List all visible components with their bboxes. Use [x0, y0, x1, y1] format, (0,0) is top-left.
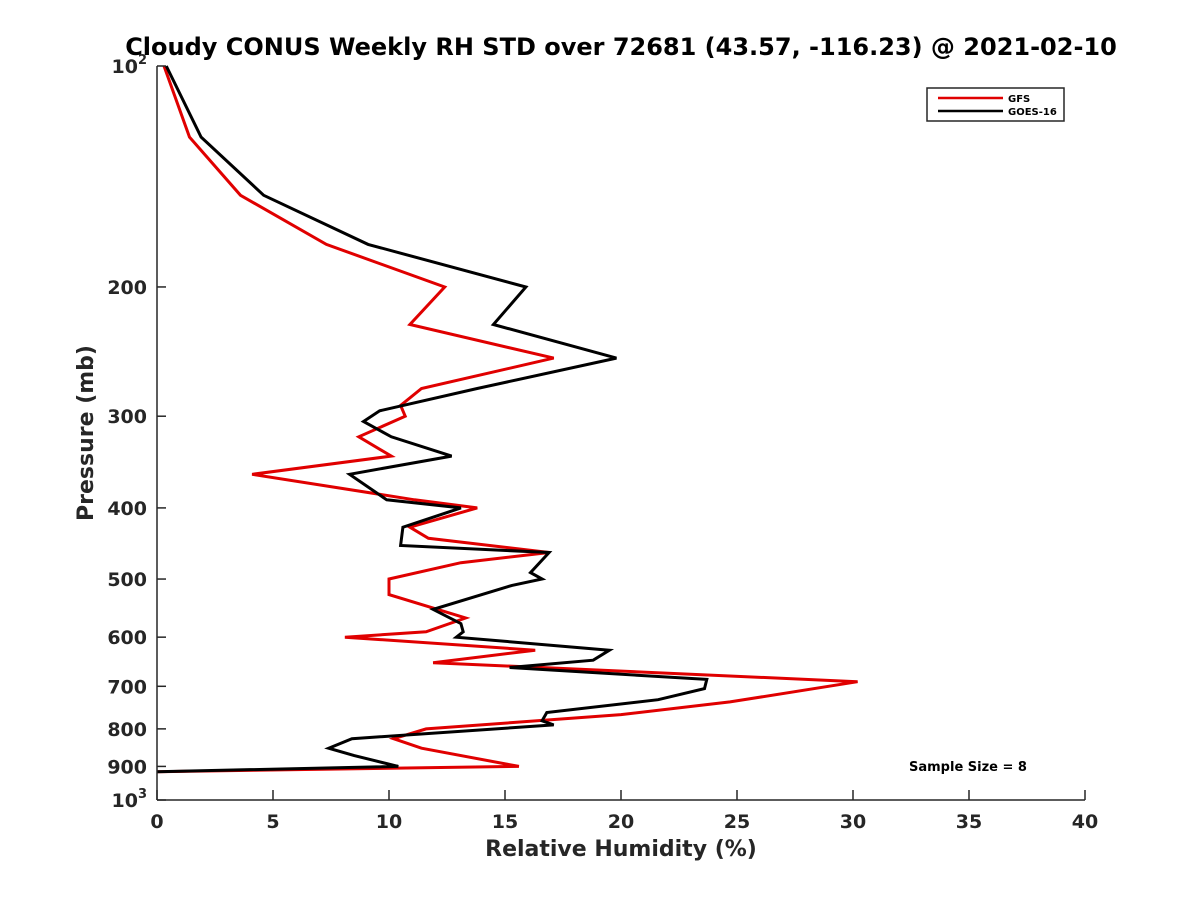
y-tick-label: 300 [107, 406, 147, 428]
axes-layer: 0 5 10 15 20 25 30 35 40 102 200 300 400 500 600 700 800… [107, 53, 1098, 833]
x-tick-label: 30 [840, 811, 866, 833]
series-line-goes-16 [156, 65, 709, 774]
chart-title: Cloudy CONUS Weekly RH STD over 72681 (4… [125, 33, 1117, 61]
series-line-gfs [156, 65, 858, 774]
y-tick-label: 400 [107, 498, 147, 520]
sample-size-annotation: Sample Size = 8 [909, 760, 1027, 775]
x-tick-label: 15 [492, 811, 518, 833]
x-tick-label: 20 [608, 811, 634, 833]
legend-label: GOES-16 [1008, 107, 1057, 118]
x-tick-label: 10 [376, 811, 402, 833]
x-tick-label: 25 [724, 811, 750, 833]
x-tick-label: 40 [1072, 811, 1098, 833]
x-tick-label: 0 [150, 811, 163, 833]
y-tick-label: 600 [107, 627, 147, 649]
y-tick-label: 700 [107, 676, 147, 698]
y-tick-label: 103 [112, 787, 148, 812]
legend: GFS GOES-16 [926, 87, 1065, 122]
y-tick-label: 900 [107, 756, 147, 778]
y-tick-label: 500 [107, 569, 147, 591]
legend-label: GFS [1008, 94, 1030, 105]
y-tick-label: 102 [112, 53, 148, 78]
y-tick-label: 200 [107, 277, 147, 299]
x-tick-label: 35 [956, 811, 982, 833]
x-axis-label: Relative Humidity (%) [485, 837, 757, 862]
y-tick-label: 800 [107, 719, 147, 741]
x-tick-label: 5 [266, 811, 279, 833]
series-layer [156, 65, 858, 774]
y-axis-label: Pressure (mb) [74, 345, 99, 521]
legend-box [926, 87, 1065, 122]
